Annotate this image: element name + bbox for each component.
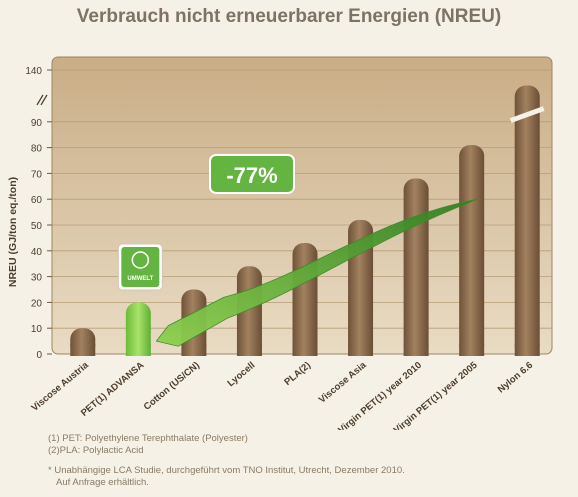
bar-break xyxy=(509,106,545,123)
bar-base xyxy=(236,344,262,356)
y-tick-label: 70 xyxy=(31,169,43,180)
leaf-icon xyxy=(131,251,150,269)
chart-title: Verbrauch nicht erneuerbarer Energien (N… xyxy=(76,6,502,27)
bar xyxy=(403,178,429,356)
category-label: PLA(2) xyxy=(282,360,313,388)
y-tick-label: 140 xyxy=(25,66,42,77)
trend-arrow xyxy=(155,198,478,347)
y-axis-label: NREU (GJ/ton eq./ton) xyxy=(7,177,19,287)
y-tick-label: 90 xyxy=(31,118,43,129)
badge-fill xyxy=(121,247,160,287)
bar-base xyxy=(181,344,207,356)
bar xyxy=(125,302,151,356)
y-tick-label: 50 xyxy=(31,221,43,232)
category-label: Viscose Austria xyxy=(29,359,91,413)
footnote-study: * Unabhängige LCA Studie, durchgeführt v… xyxy=(48,465,405,476)
reduction-annotation: -77% xyxy=(209,154,295,194)
annotation-text: -77% xyxy=(226,163,277,188)
bar-base xyxy=(403,344,429,356)
category-label: Lyocell xyxy=(225,360,257,389)
badge-text: UMWELT xyxy=(127,276,153,282)
bar xyxy=(514,85,540,356)
category-label: Viscose Asia xyxy=(317,359,369,405)
category-label: Cotton (US/CN) xyxy=(142,360,202,413)
category-label: Nylon 6.6 xyxy=(496,360,535,396)
annotation-box xyxy=(209,154,295,194)
bar xyxy=(292,243,318,356)
y-tick-label: 60 xyxy=(31,195,43,206)
y-ticks: 0 10 20 30 40 50 60 70 80 90 140 xyxy=(25,66,52,361)
y-tick-label: 30 xyxy=(31,273,43,284)
y-tick-label: 80 xyxy=(31,144,43,155)
footnotes: (1) PET: Polyethylene Terephthalate (Pol… xyxy=(48,433,568,488)
footnote-pet: (1) PET: Polyethylene Terephthalate (Pol… xyxy=(48,433,248,444)
umwelt-badge: UMWELT xyxy=(117,243,163,291)
bar xyxy=(459,145,485,356)
bar-base xyxy=(125,344,151,356)
nreu-bar-chart: 0 10 20 30 40 50 60 70 80 90 140 Viscose AustriaPE… xyxy=(7,56,553,430)
footnote-pla: (2)PLA: Polylactic Acid xyxy=(48,444,144,456)
y-tick-label: 10 xyxy=(31,324,43,335)
bar-base xyxy=(514,344,540,356)
axis-break-mark xyxy=(36,94,48,106)
y-tick-label: 0 xyxy=(36,350,42,361)
bar-base xyxy=(292,344,318,356)
bar-base xyxy=(348,344,374,356)
footnote-availability: Auf Anfrage erhältlich. xyxy=(56,476,149,488)
bar-base xyxy=(459,344,485,356)
reduction-arrow xyxy=(155,198,478,347)
y-tick-label: 40 xyxy=(31,247,43,258)
bar-base xyxy=(70,344,96,356)
y-tick-label: 20 xyxy=(31,298,43,309)
